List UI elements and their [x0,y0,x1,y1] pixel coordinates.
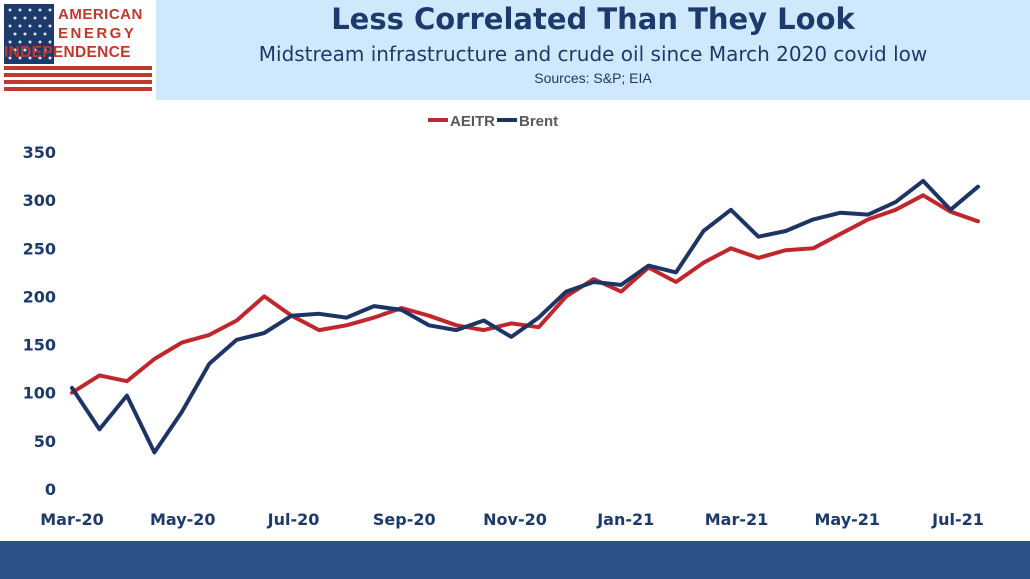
y-tick-label: 50 [34,432,56,451]
y-tick-label: 150 [23,336,56,355]
line-chart: AEITR Brent 0 50 100 150 200 250 300 350 Mar-20 Ma… [23,113,984,529]
page-title: Less Correlated Than They Look [331,2,855,36]
logo-text-line1: AMERICAN [58,6,143,23]
page-subtitle: Midstream infrastructure and crude oil s… [258,42,928,66]
series-line-brent [70,178,980,455]
legend-label-aeitr: AEITR [450,113,495,130]
sources-note: Sources: S&P; EIA [534,70,652,86]
logo-text-line2: ENERGY [58,25,137,42]
title-banner: Less Correlated Than They Look Midstream… [156,0,1030,100]
logo-stripes [4,66,152,91]
logo-text-line3: INDEPENDENCE [4,44,131,61]
brand-logo: AMERICAN ENERGY INDEPENDENCE [0,0,156,100]
x-tick-label: Mar-21 [705,510,769,529]
y-tick-label: 250 [23,239,56,258]
y-tick-label: 300 [23,191,56,210]
x-tick-label: May-20 [150,510,216,529]
footer-bar [0,541,1030,579]
y-tick-label: 0 [45,480,56,499]
x-tick-label: May-21 [814,510,880,529]
chart-axes: 0 50 100 150 200 250 300 350 Mar-20 May-20 Jul-20 S… [23,143,984,529]
legend-label-brent: Brent [519,113,558,130]
x-tick-label: Jan-21 [596,510,654,529]
y-tick-label: 350 [23,143,56,162]
y-tick-label: 200 [23,287,56,306]
x-tick-label: Jul-20 [267,510,320,529]
x-tick-label: Nov-20 [483,510,547,529]
x-tick-label: Jul-21 [931,510,984,529]
chart-series [70,178,980,455]
x-tick-label: Mar-20 [40,510,104,529]
flag-icon [4,4,54,64]
x-tick-label: Sep-20 [373,510,436,529]
chart-legend: AEITR Brent [428,113,558,130]
y-tick-label: 100 [23,384,56,403]
